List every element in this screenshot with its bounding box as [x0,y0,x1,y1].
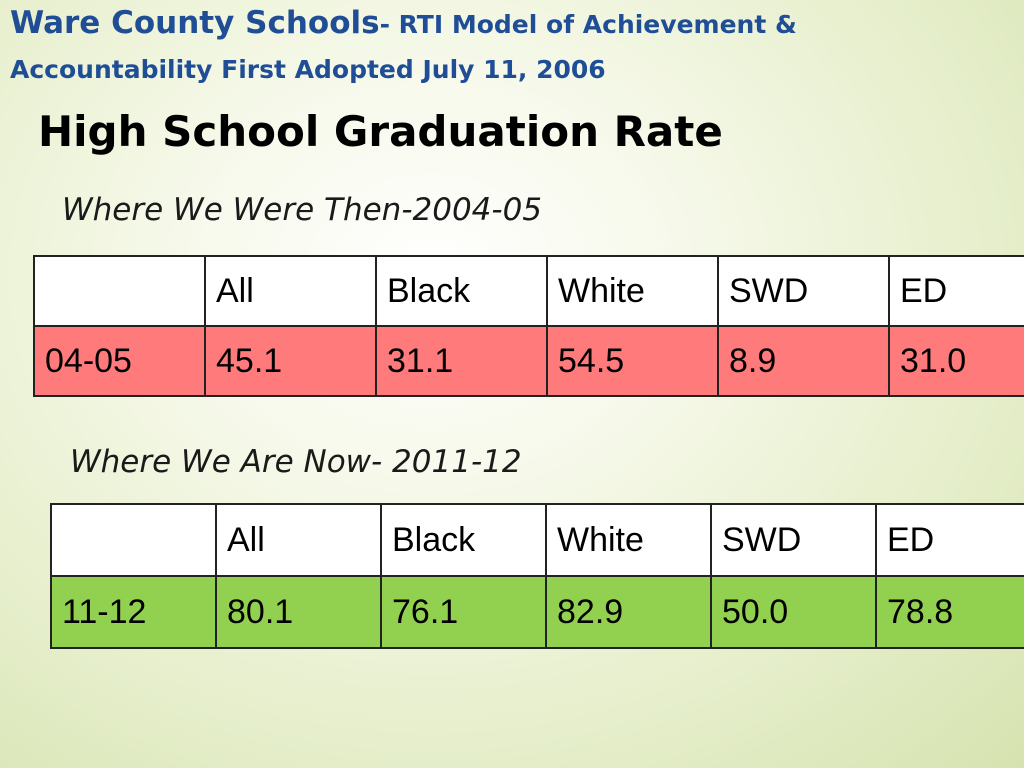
slide-header: Ware County Schools- RTI Model of Achiev… [10,2,1010,94]
table-header-cell: SWD [717,255,890,327]
table-row: 11-12 80.1 76.1 82.9 50.0 78.8 [50,575,1024,649]
table-header-cell: Black [375,255,548,327]
table-header-cell: ED [875,503,1024,577]
graduation-rate-table-now: All Black White SWD ED 11-12 80.1 76.1 8… [50,503,1024,649]
table-header-row: All Black White SWD ED [33,255,1024,327]
table-header-cell: Black [380,503,547,577]
table-cell: 82.9 [545,575,712,649]
table-row: 04-05 45.1 31.1 54.5 8.9 31.0 [33,325,1024,397]
table-cell: 45.1 [204,325,377,397]
graduation-rate-table-then: All Black White SWD ED 04-05 45.1 31.1 5… [33,255,1024,397]
table-cell-year: 11-12 [50,575,217,649]
table-header-cell: ED [888,255,1024,327]
table-header-cell [33,255,206,327]
table-cell: 31.1 [375,325,548,397]
section-then-subtitle: Where We Were Then-2004-05 [62,192,543,228]
table-cell: 80.1 [215,575,382,649]
table-header-cell [50,503,217,577]
header-model-name: - RTI Model of Achievement & [379,10,797,39]
table-cell: 8.9 [717,325,890,397]
table-cell: 76.1 [380,575,547,649]
table-cell-year: 04-05 [33,325,206,397]
table-cell: 54.5 [546,325,719,397]
header-district-name: Ware County Schools [10,5,380,41]
table-header-row: All Black White SWD ED [50,503,1024,577]
table-header-cell: SWD [710,503,877,577]
table-header-cell: All [215,503,382,577]
slide-title: High School Graduation Rate [38,107,723,156]
table-cell: 31.0 [888,325,1024,397]
table-header-cell: White [545,503,712,577]
section-now-subtitle: Where We Are Now- 2011-12 [70,444,522,480]
table-cell: 78.8 [875,575,1024,649]
header-adoption-date: Accountability First Adopted July 11, 20… [10,55,606,84]
table-header-cell: All [204,255,377,327]
table-cell: 50.0 [710,575,877,649]
table-header-cell: White [546,255,719,327]
